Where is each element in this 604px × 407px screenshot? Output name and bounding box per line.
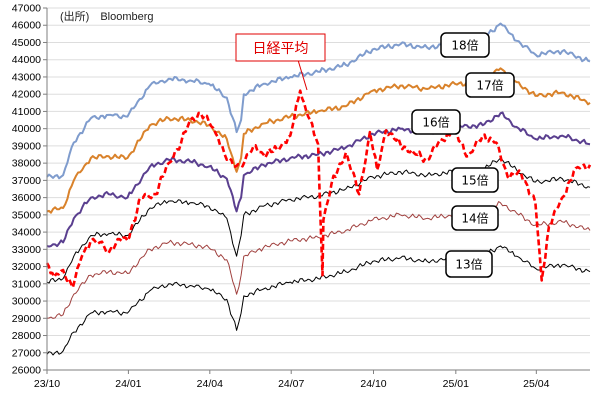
label-box [445,250,493,278]
label-box [465,72,515,98]
series-layer [45,22,592,356]
source-note: (出所) Bloomberg [60,9,154,23]
y-tick-label: 47000 [12,3,41,15]
x-tick-label: 24/01 [115,378,141,390]
y-tick-label: 27000 [12,347,41,359]
series-line-1 [46,22,591,180]
y-tick-label: 26000 [12,365,41,377]
y-tick-label: 36000 [12,192,41,204]
nikkei-annotation: 日経平均 [235,33,326,91]
label-box [411,109,461,135]
label-text: 13倍 [455,257,482,272]
label-box [451,167,499,193]
y-tick-label: 37000 [12,175,41,187]
label-text: 14倍 [461,211,488,226]
series-label-3: 16倍 [411,109,461,135]
y-tick-label: 30000 [12,296,41,308]
y-tick-label: 41000 [12,106,41,118]
x-tick-label: 24/10 [360,378,386,390]
series-label-5: 14倍 [451,205,499,231]
y-tick-label: 45000 [12,37,41,49]
series-label-4: 15倍 [451,167,499,193]
x-tick-label: 23/10 [34,378,60,390]
y-tick-label: 31000 [12,278,41,290]
y-tick-label: 43000 [12,71,41,83]
y-tick-label: 46000 [12,20,41,32]
y-tick-label: 34000 [12,227,41,239]
label-box [451,205,499,231]
x-tick-label: 25/01 [443,378,469,390]
y-tick-label: 44000 [12,54,41,66]
series-line-3 [46,111,591,248]
label-box [440,32,490,58]
label-text: 16倍 [422,115,449,130]
y-tick-label: 38000 [12,158,41,170]
y-tick-label: 29000 [12,313,41,325]
label-text: 17倍 [476,78,503,93]
annotation-box [235,33,326,62]
y-tick-label: 33000 [12,244,41,256]
y-tick-label: 32000 [12,261,41,273]
annotation-pointer [297,59,308,91]
series-label-1: 18倍 [440,32,490,58]
x-tick-label: 24/07 [278,378,304,390]
y-tick-label: 35000 [12,209,41,221]
y-tick-label: 28000 [12,330,41,342]
axes: 26000 27000 28000 29000 30000 31000 32000 33000… [12,3,590,390]
series-label-2: 17倍 [465,72,515,98]
y-tick-label: 42000 [12,89,41,101]
y-tick-label: 39000 [12,140,41,152]
series-label-6: 13倍 [445,250,493,278]
label-text: 18倍 [451,38,478,53]
label-text: 15倍 [461,173,488,188]
x-tick-label: 24/04 [197,378,223,390]
y-tick-label: 40000 [12,123,41,135]
series-line-6 [46,245,591,356]
annotation-text: 日経平均 [253,41,309,57]
series-line-2 [46,67,591,214]
x-tick-label: 25/04 [523,378,549,390]
series-labels: 18倍 17倍 16倍 15倍 14倍 13倍 日経平均 [235,32,515,278]
